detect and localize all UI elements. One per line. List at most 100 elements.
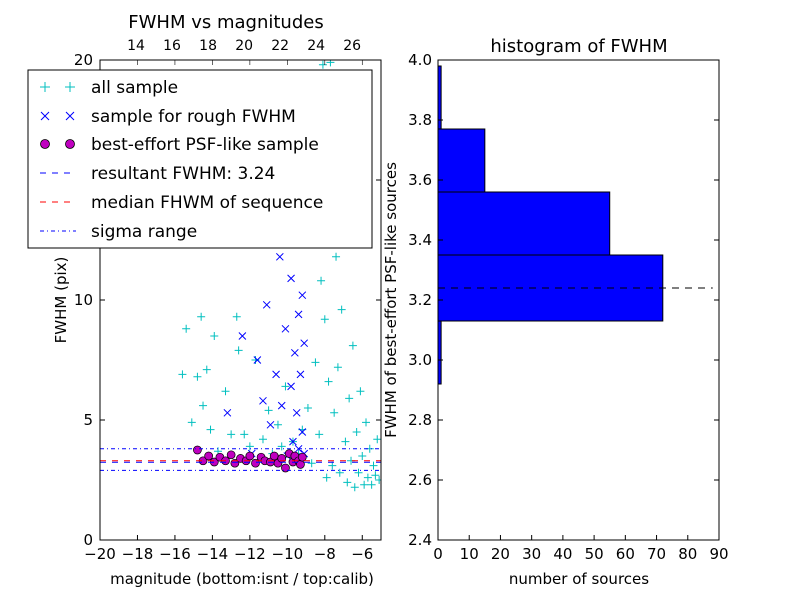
scatter-panel: −20 −18 −16 −14 −12 −10 −8 −6 14 16 18 20 22 24 26 0 5 10… bbox=[27, 12, 382, 588]
legend-label: all sample bbox=[91, 78, 178, 98]
legend-item-rough-sample: sample for rough FWHM bbox=[40, 107, 296, 127]
x-tick-label: 70 bbox=[647, 545, 666, 563]
rough-sample-point bbox=[266, 420, 275, 429]
histogram-bar bbox=[437, 254, 664, 322]
x-tick-label: −14 bbox=[197, 545, 229, 563]
all-sample-point bbox=[332, 252, 341, 261]
x-tick-label: −8 bbox=[314, 545, 336, 563]
rough-sample-point bbox=[275, 252, 284, 261]
x-tick-label: 10 bbox=[460, 545, 479, 563]
x-tick-label: 80 bbox=[678, 545, 697, 563]
rough-sample-point bbox=[272, 370, 280, 379]
histogram-ticks: 0 10 20 30 40 50 60 70 80 90 2.4 2.6 2.8 3.0 3.2 3.4 3.6… bbox=[408, 51, 728, 563]
rough-sample-point bbox=[262, 300, 271, 309]
psf-sample-point bbox=[296, 460, 305, 469]
all-sample-point bbox=[375, 476, 381, 484]
y-tick-label: 3.6 bbox=[408, 171, 432, 189]
psf-sample-point bbox=[226, 450, 236, 460]
y-tick-label: 3.8 bbox=[408, 111, 432, 129]
legend-item-median: median FHWM of sequence bbox=[40, 193, 323, 213]
rough-sample-point bbox=[298, 428, 307, 436]
histogram-bar bbox=[437, 191, 611, 256]
all-sample-point bbox=[335, 468, 344, 477]
all-sample-point bbox=[199, 401, 208, 410]
y-tick-label: 3.4 bbox=[408, 231, 432, 249]
all-sample-point bbox=[318, 60, 327, 69]
all-sample-point bbox=[371, 471, 380, 480]
psf-sample-point bbox=[245, 451, 255, 461]
rough-sample-point bbox=[290, 348, 299, 357]
all-sample-point bbox=[193, 372, 202, 381]
all-sample-point bbox=[350, 483, 359, 492]
legend-item-resultant: resultant FWHM: 3.24 bbox=[40, 164, 275, 184]
x-tick-label: −16 bbox=[159, 545, 191, 563]
all-sample-point bbox=[311, 358, 320, 367]
all-sample-point bbox=[354, 468, 363, 477]
all-sample-point bbox=[303, 404, 312, 412]
psf-sample-point bbox=[204, 451, 214, 461]
histogram-x-axis-label: number of sources bbox=[509, 570, 649, 588]
rough-sample-point bbox=[238, 332, 247, 340]
all-sample-point bbox=[363, 473, 372, 482]
rough-sample-point bbox=[253, 356, 262, 364]
rough-sample-point bbox=[294, 310, 303, 319]
all-sample-point bbox=[320, 315, 329, 324]
rough-sample-point bbox=[259, 396, 267, 405]
y-tick-label: 3.2 bbox=[408, 291, 432, 309]
top-x-tick-label: 16 bbox=[163, 38, 181, 54]
histogram-title: histogram of FWHM bbox=[490, 36, 667, 57]
histogram-bar bbox=[437, 128, 486, 193]
x-tick-label: −20 bbox=[84, 545, 116, 563]
all-sample-point bbox=[206, 425, 215, 434]
x-tick-label: −6 bbox=[351, 545, 373, 563]
y-tick-label: 2.8 bbox=[408, 411, 432, 429]
all-sample-point bbox=[277, 442, 286, 451]
all-sample-point bbox=[328, 461, 337, 470]
rough-sample-point bbox=[287, 382, 295, 391]
all-sample-point bbox=[333, 363, 342, 372]
legend-label: best-effort PSF-like sample bbox=[91, 135, 319, 155]
rough-sample-point bbox=[281, 324, 290, 333]
all-sample-point bbox=[281, 382, 290, 391]
y-tick-label: 10 bbox=[74, 291, 93, 309]
top-x-tick-label: 20 bbox=[235, 38, 253, 54]
legend-circle-marker bbox=[65, 139, 75, 149]
y-tick-label: 20 bbox=[74, 51, 93, 69]
all-sample-point bbox=[362, 418, 371, 427]
all-sample-point bbox=[343, 478, 352, 487]
y-tick-label: 2.6 bbox=[408, 471, 432, 489]
all-sample-point bbox=[356, 387, 365, 396]
all-sample-point bbox=[202, 365, 211, 374]
rough-sample-point bbox=[287, 274, 295, 283]
all-sample-point bbox=[345, 394, 354, 403]
all-sample-point bbox=[341, 437, 350, 446]
all-sample-point bbox=[324, 377, 333, 386]
all-sample-point bbox=[264, 406, 273, 415]
legend-item-psf-sample: best-effort PSF-like sample bbox=[40, 135, 319, 155]
legend-label: median FHWM of sequence bbox=[91, 193, 323, 213]
all-sample-point bbox=[197, 312, 206, 321]
y-tick-label: 4.0 bbox=[408, 51, 432, 69]
x-tick-label: 20 bbox=[491, 545, 510, 563]
all-sample-point bbox=[187, 418, 196, 427]
histogram-panel: 0 10 20 30 40 50 60 70 80 90 2.4 2.6 2.8 3.0 3.2 3.4 3.6… bbox=[382, 36, 729, 588]
y-tick-label: 2.4 bbox=[408, 531, 432, 549]
all-sample-point bbox=[234, 346, 243, 355]
legend-item-sigma: sigma range bbox=[40, 222, 197, 242]
x-tick-label: −10 bbox=[272, 545, 304, 563]
all-sample-point bbox=[317, 276, 326, 285]
top-x-tick-label: 14 bbox=[127, 38, 145, 54]
legend-item-all-sample: all sample bbox=[40, 78, 178, 98]
scatter-plot-area bbox=[100, 60, 381, 492]
psf-sample-point bbox=[193, 445, 202, 455]
all-sample-point bbox=[322, 473, 331, 482]
legend-x-marker bbox=[40, 111, 75, 121]
legend-frame bbox=[27, 69, 373, 249]
all-sample-point bbox=[240, 430, 249, 439]
all-sample-point bbox=[273, 420, 282, 429]
psf-sample-point bbox=[297, 452, 307, 462]
all-sample-point bbox=[307, 459, 316, 468]
rough-sample-point bbox=[277, 401, 286, 410]
rough-sample-point bbox=[289, 437, 297, 446]
all-sample-point bbox=[369, 461, 378, 470]
